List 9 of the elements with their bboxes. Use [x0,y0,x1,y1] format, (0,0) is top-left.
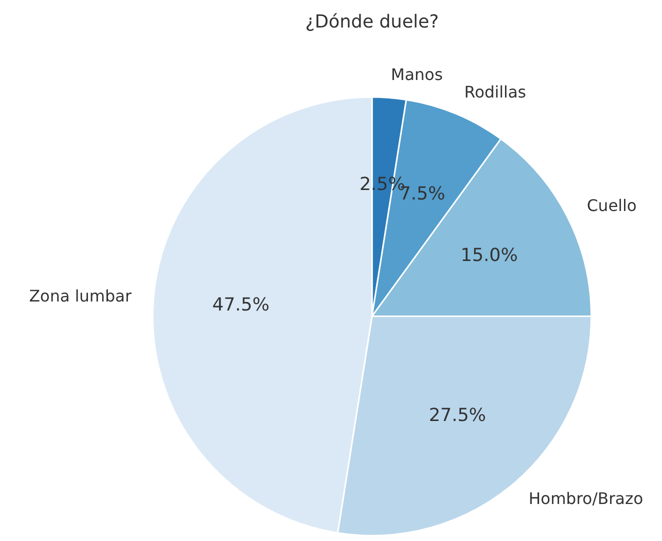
slice-label: Cuello [586,196,637,215]
slice-label: Manos [390,65,443,84]
slice-label: Hombro/Brazo [528,488,644,508]
data-label: 15.0% [460,245,518,266]
data-label: 47.5% [212,294,270,316]
slice-label: Zona lumbar [29,286,132,306]
data-label: 27.5% [428,405,486,426]
slice-label: Rodillas [464,82,526,102]
chart-title: ¿Dónde duele? [305,11,439,32]
